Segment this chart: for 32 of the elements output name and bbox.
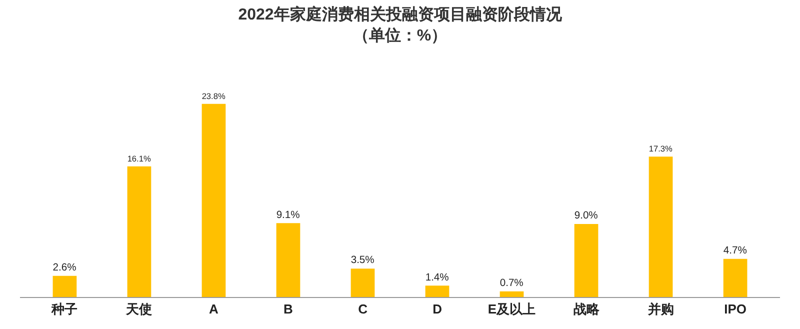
data-label: 16.1% bbox=[127, 153, 152, 164]
x-tick-label: E及以上 bbox=[488, 302, 536, 317]
x-tick-label: 战略 bbox=[573, 302, 600, 317]
bar bbox=[350, 268, 375, 297]
bar bbox=[648, 156, 673, 297]
bar bbox=[127, 166, 152, 297]
data-label: 0.7% bbox=[500, 278, 524, 289]
data-label: 9.0% bbox=[574, 210, 598, 222]
bar bbox=[276, 223, 300, 297]
data-label: 9.1% bbox=[276, 210, 300, 221]
bar bbox=[500, 291, 524, 297]
x-tick-label: C bbox=[358, 302, 368, 317]
data-label: 4.7% bbox=[723, 245, 747, 256]
x-tick-label: A bbox=[209, 302, 220, 317]
bar bbox=[202, 104, 226, 297]
x-tick-label: 并购 bbox=[646, 302, 674, 317]
chart-subtitle: （单位：%） bbox=[352, 26, 448, 45]
bar bbox=[723, 258, 748, 297]
x-tick-label: 种子 bbox=[50, 302, 78, 317]
data-label: 17.3% bbox=[648, 144, 674, 154]
data-label: 1.4% bbox=[425, 272, 449, 284]
bar bbox=[52, 276, 77, 297]
x-tick-label: IPO bbox=[724, 302, 746, 317]
bar bbox=[425, 286, 450, 297]
data-label: 3.5% bbox=[350, 255, 374, 266]
x-tick-label: D bbox=[432, 302, 442, 317]
data-label: 23.8% bbox=[202, 90, 226, 101]
x-tick-label: 天使 bbox=[125, 302, 152, 317]
chart-title: 2022年家庭消费相关投融资项目融资阶段情况 bbox=[238, 4, 563, 24]
bar bbox=[574, 224, 598, 297]
x-tick-label: B bbox=[284, 302, 293, 317]
data-label: 2.6% bbox=[52, 262, 76, 274]
